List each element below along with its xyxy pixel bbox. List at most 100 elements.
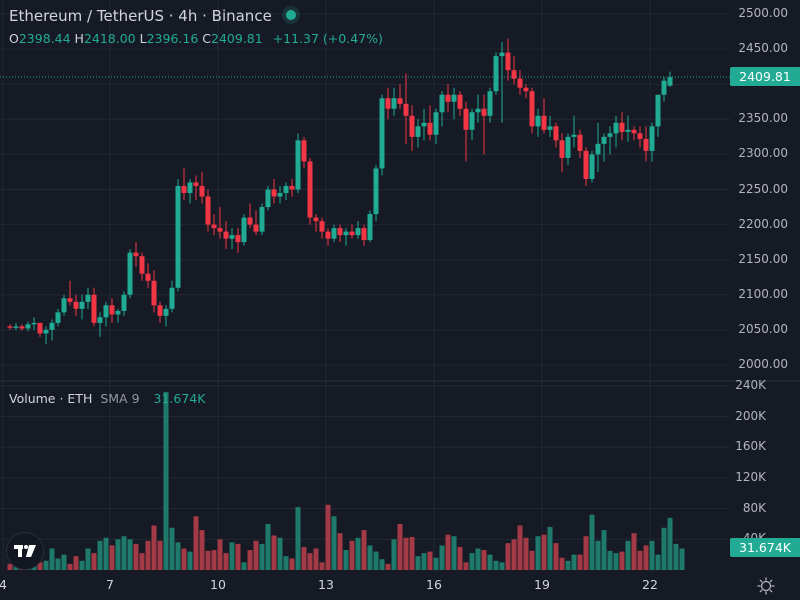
candle-body: [643, 138, 649, 151]
candle-body: [211, 224, 217, 229]
volume-bar: [637, 550, 643, 570]
candle-body: [157, 305, 163, 316]
candle-body: [493, 56, 499, 92]
candle-body: [145, 273, 151, 281]
volume-bar: [277, 537, 283, 570]
candle-body: [79, 301, 85, 309]
volume-title: Volume · ETH: [9, 391, 93, 406]
candle-body: [409, 115, 415, 137]
volume-bar: [607, 550, 613, 570]
candle-body: [619, 122, 625, 132]
volume-bar: [169, 527, 175, 570]
candle-body: [127, 252, 133, 295]
last-price-tag: 2409.81: [730, 67, 800, 86]
candle-body: [289, 185, 295, 190]
candle-body: [655, 94, 661, 127]
candle-body: [481, 108, 487, 116]
volume-bar: [73, 556, 79, 570]
symbol-title[interactable]: Ethereum / TetherUS · 4h · Binance: [9, 7, 272, 25]
volume-bar: [205, 550, 211, 570]
candle-body: [385, 98, 391, 109]
volume-bar: [427, 551, 433, 570]
volume-bar: [241, 562, 247, 570]
price-axis-label: 2050.00: [738, 321, 788, 336]
volume-bar: [193, 516, 199, 570]
volume-bar: [655, 554, 661, 570]
candle-body: [565, 136, 571, 158]
candle-body: [547, 126, 553, 130]
candle-body: [67, 298, 73, 302]
candle-body: [427, 122, 433, 135]
volume-bar: [619, 551, 625, 570]
price-axis-label: 2450.00: [738, 41, 788, 56]
candle-body: [391, 98, 397, 109]
candle-body: [91, 294, 97, 323]
candle-body: [397, 98, 403, 104]
tradingview-logo[interactable]: [6, 532, 44, 570]
time-axis-label: 4: [0, 577, 7, 592]
price-axis-label: 2500.00: [738, 6, 788, 20]
candle-body: [631, 129, 637, 134]
volume-bar: [265, 523, 271, 570]
volume-bar: [631, 533, 637, 570]
candle-body: [637, 133, 643, 139]
volume-bar: [421, 553, 427, 570]
volume-bar: [625, 540, 631, 570]
candle-body: [139, 256, 145, 274]
symbol-header[interactable]: Ethereum / TetherUS · 4h · Binance: [9, 7, 296, 25]
volume-axis-label: 200K: [735, 408, 766, 423]
candle-body: [331, 228, 337, 239]
ohlc-legend: O2398.44 H2418.00 L2396.16 C2409.81 +11.…: [9, 31, 383, 46]
time-axis-label: 16: [426, 577, 442, 592]
volume-bar: [487, 554, 493, 570]
candle-body: [199, 185, 205, 197]
volume-legend[interactable]: Volume · ETH SMA 9 31.674K: [9, 391, 205, 406]
candle-body: [313, 217, 319, 222]
volume-bar: [223, 553, 229, 570]
candle-body: [265, 189, 271, 208]
volume-bar: [295, 507, 301, 570]
volume-bar: [199, 530, 205, 570]
volume-bar: [475, 548, 481, 570]
volume-bar: [367, 545, 373, 570]
candle-body: [223, 231, 229, 239]
candle-body: [109, 305, 115, 315]
volume-bar: [529, 550, 535, 570]
time-axis-label: 19: [534, 577, 550, 592]
volume-bar: [139, 553, 145, 570]
candle-body: [511, 70, 517, 79]
candle-body: [163, 308, 169, 316]
volume-bar: [37, 562, 43, 570]
price-axis-label: 2250.00: [738, 181, 788, 196]
tradingview-logo-icon: [14, 545, 36, 557]
candle-body: [379, 98, 385, 169]
candle-body: [577, 134, 583, 151]
price-axis-label: 2150.00: [738, 251, 788, 266]
chart-settings-gear-icon[interactable]: [757, 577, 775, 595]
candle-body: [247, 217, 253, 225]
volume-bar: [103, 537, 109, 570]
volume-bar: [577, 554, 583, 570]
volume-bar: [415, 556, 421, 570]
volume-bar: [91, 553, 97, 570]
candle-body: [505, 52, 511, 71]
time-axis-label: 7: [106, 577, 114, 592]
candle-body: [55, 312, 61, 323]
volume-bar: [43, 560, 49, 570]
candle-body: [277, 193, 283, 197]
candle-body: [283, 185, 289, 194]
volume-bar: [679, 548, 685, 570]
volume-axis-label: 80K: [742, 500, 766, 515]
volume-bar: [613, 553, 619, 570]
volume-bar: [109, 545, 115, 570]
candle-body: [175, 185, 181, 288]
volume-bar: [379, 559, 385, 570]
volume-bar: [301, 546, 307, 570]
high-label: H: [74, 31, 84, 46]
candle-body: [433, 112, 439, 135]
volume-bar: [85, 548, 91, 570]
volume-bar: [355, 537, 361, 570]
volume-bar: [571, 554, 577, 570]
candle-body: [343, 231, 349, 236]
